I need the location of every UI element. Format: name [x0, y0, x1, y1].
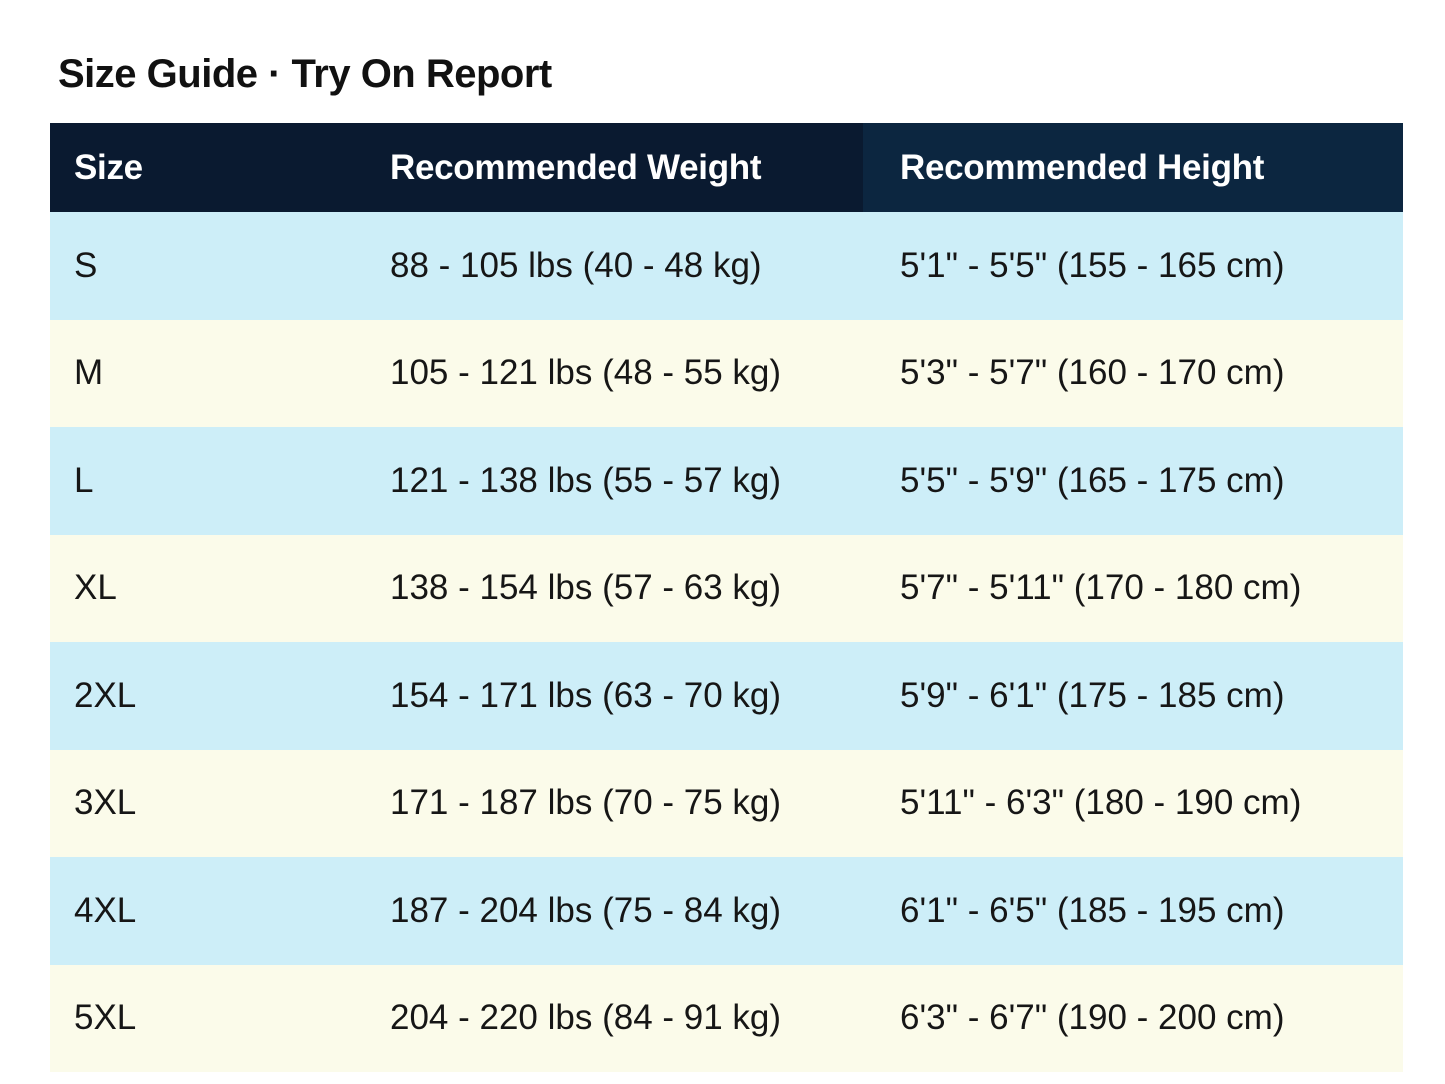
table-row: S 88 - 105 lbs (40 - 48 kg) 5'1" - 5'5" (1… [50, 212, 1403, 320]
cell-weight: 187 - 204 lbs (75 - 84 kg) [390, 890, 782, 930]
cell-height: 6'1" - 6'5" (185 - 195 cm) [900, 890, 1285, 930]
table-row: 2XL 154 - 171 lbs (63 - 70 kg) 5'9" - 6'1"… [50, 642, 1403, 750]
cell-size: 2XL [74, 675, 137, 715]
cell-height: 5'1" - 5'5" (155 - 165 cm) [900, 245, 1285, 285]
cell-weight: 88 - 105 lbs (40 - 48 kg) [390, 245, 762, 285]
cell-weight: 121 - 138 lbs (55 - 57 kg) [390, 460, 782, 500]
table-row: 4XL 187 - 204 lbs (75 - 84 kg) 6'1" - 6'5"… [50, 857, 1403, 965]
header-weight: Recommended Weight [390, 147, 762, 187]
table-row: L 121 - 138 lbs (55 - 57 kg) 5'5" - 5'9" (… [50, 427, 1403, 535]
cell-size: M [74, 353, 104, 393]
table-row: 3XL 171 - 187 lbs (70 - 75 kg) 5'11" - 6'3… [50, 749, 1403, 857]
cell-height: 5'5" - 5'9" (165 - 175 cm) [900, 460, 1285, 500]
cell-weight: 204 - 220 lbs (84 - 91 kg) [390, 998, 782, 1038]
cell-weight: 138 - 154 lbs (57 - 63 kg) [390, 568, 782, 608]
cell-height: 5'3" - 5'7" (160 - 170 cm) [900, 353, 1285, 393]
cell-height: 6'3" - 6'7" (190 - 200 cm) [900, 998, 1285, 1038]
cell-height: 5'11" - 6'3" (180 - 190 cm) [900, 783, 1302, 823]
cell-size: 5XL [74, 998, 137, 1038]
cell-size: 4XL [74, 890, 137, 930]
cell-weight: 171 - 187 lbs (70 - 75 kg) [390, 783, 782, 823]
cell-size: XL [74, 568, 117, 608]
header-height: Recommended Height [863, 123, 1403, 212]
header-size: Size [74, 147, 143, 187]
cell-size: 3XL [74, 783, 137, 823]
cell-height: 5'9" - 6'1" (175 - 185 cm) [900, 675, 1285, 715]
cell-size: S [74, 245, 98, 285]
cell-weight: 154 - 171 lbs (63 - 70 kg) [390, 675, 782, 715]
table-row: XL 138 - 154 lbs (57 - 63 kg) 5'7" - 5'11"… [50, 534, 1403, 642]
cell-weight: 105 - 121 lbs (48 - 55 kg) [390, 353, 782, 393]
table-row: 5XL 204 - 220 lbs (84 - 91 kg) 6'3" - 6'7"… [50, 964, 1403, 1072]
size-guide-table: Size Recommended Weight Recommended Heig… [50, 123, 1403, 1072]
table-row: M 105 - 121 lbs (48 - 55 kg) 5'3" - 5'7" (… [50, 319, 1403, 427]
cell-height: 5'7" - 5'11" (170 - 180 cm) [900, 568, 1302, 608]
page-title: Size Guide · Try On Report [58, 52, 552, 96]
cell-size: L [74, 460, 94, 500]
table-header: Size Recommended Weight Recommended Heig… [50, 123, 1403, 212]
